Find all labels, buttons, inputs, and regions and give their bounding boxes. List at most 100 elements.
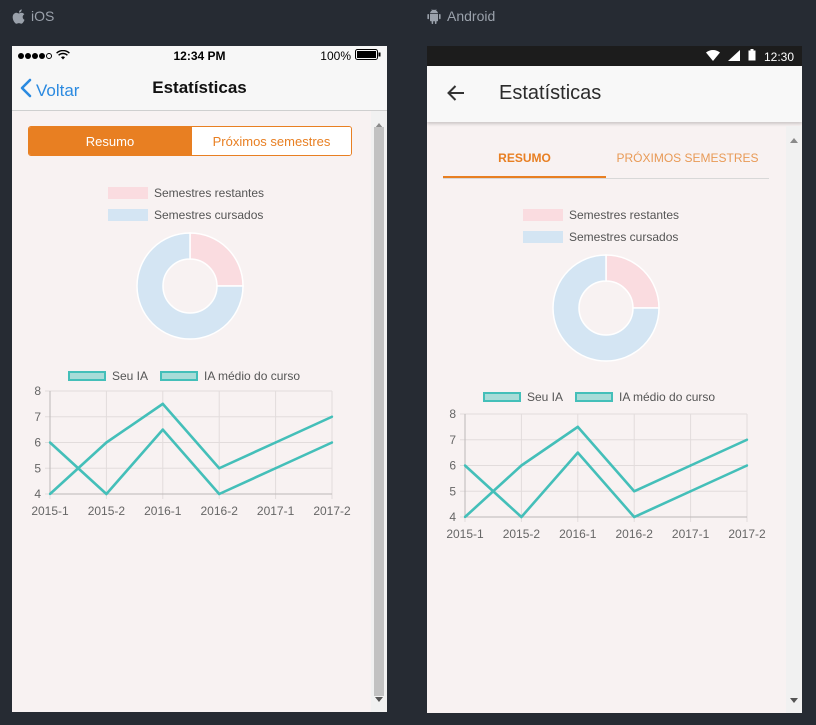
scroll-down-arrow-icon[interactable] (375, 690, 383, 708)
y-tick-label: 5 (34, 461, 41, 475)
x-tick-label: 2017-2 (728, 527, 766, 541)
x-tick-label: 2017-1 (672, 527, 710, 541)
ios-status-time: 12:34 PM (173, 49, 226, 63)
signal-indicator (18, 49, 70, 63)
series-line-1[interactable] (464, 451, 748, 519)
tab-resumo[interactable]: RESUMO (443, 144, 606, 178)
wifi-icon (705, 49, 720, 64)
legend-item-completed[interactable]: Semestres cursados (108, 208, 263, 222)
legend-item-seu-ia[interactable]: Seu IA (68, 369, 148, 383)
scroll-up-arrow-icon[interactable] (375, 115, 383, 133)
segment-resumo[interactable]: Resumo (29, 127, 191, 155)
cell-signal-icon (727, 49, 740, 64)
data-point[interactable] (161, 428, 164, 431)
data-point[interactable] (330, 441, 334, 444)
data-point[interactable] (463, 515, 467, 519)
series-line-0[interactable] (49, 402, 333, 495)
battery-icon (355, 49, 381, 63)
doughnut-chart (136, 232, 244, 340)
segment-proximos-semestres[interactable]: Próximos semestres (191, 127, 351, 155)
legend-label: Semestres restantes (154, 186, 265, 200)
data-point[interactable] (105, 492, 108, 496)
doughnut-slice-1[interactable] (136, 232, 244, 340)
tab-proximos-semestres[interactable]: PRÓXIMOS SEMESTRES (616, 151, 759, 165)
back-button-label: Voltar (36, 80, 80, 100)
android-status-bar: 12:30 (427, 46, 802, 66)
x-tick-label: 2015-2 (503, 527, 541, 541)
legend-swatch (160, 371, 198, 381)
legend-item-ia-medio[interactable]: IA médio do curso (160, 369, 300, 383)
data-point[interactable] (576, 451, 579, 454)
x-tick-label: 2017-1 (257, 504, 295, 518)
y-tick-label: 7 (34, 410, 41, 424)
legend-swatch (523, 231, 563, 243)
legend-swatch (68, 371, 106, 381)
arrow-left-icon[interactable] (447, 84, 465, 107)
data-point[interactable] (520, 464, 523, 467)
legend-swatch (483, 392, 521, 402)
scroll-up-arrow-icon[interactable] (790, 130, 798, 148)
data-point[interactable] (689, 464, 692, 467)
legend-item-completed[interactable]: Semestres cursados (523, 230, 678, 244)
doughnut-slice-1[interactable] (552, 254, 660, 362)
android-phone-screen: 12:30 Estatísticas RESUMO PRÓXIMOS SEMES… (427, 46, 802, 713)
back-button[interactable]: Voltar (20, 78, 79, 103)
android-status-time: 12:30 (763, 49, 794, 64)
legend-item-ia-medio[interactable]: IA médio do curso (575, 390, 715, 404)
data-point[interactable] (633, 490, 636, 493)
data-point[interactable] (689, 490, 692, 493)
data-point[interactable] (48, 492, 52, 496)
scrollbar[interactable] (786, 126, 802, 713)
doughnut-slice-0[interactable] (605, 254, 660, 309)
doughnut-slice-0[interactable] (189, 232, 244, 287)
x-tick-label: 2016-1 (559, 527, 597, 541)
legend-item-seu-ia[interactable]: Seu IA (483, 390, 563, 404)
legend-swatch (523, 209, 563, 221)
legend-item-remaining[interactable]: Semestres restantes (108, 186, 264, 200)
data-point[interactable] (633, 515, 636, 519)
x-tick-label: 2016-2 (616, 527, 654, 541)
x-tick-label: 2016-1 (144, 504, 182, 518)
apple-icon (12, 8, 25, 24)
data-point[interactable] (274, 467, 277, 470)
ios-navigation-bar: Voltar Estatísticas (12, 66, 387, 111)
android-label-text: Android (447, 8, 496, 24)
data-point[interactable] (274, 441, 277, 444)
x-tick-label: 2017-2 (313, 504, 351, 518)
series-line-0[interactable] (464, 425, 748, 518)
data-point[interactable] (745, 464, 749, 467)
legend-label: IA médio do curso (204, 369, 301, 383)
data-point[interactable] (463, 464, 467, 467)
segmented-control: Resumo Próximos semestres (28, 126, 352, 156)
y-tick-label: 6 (34, 436, 41, 450)
android-platform-label: Android (427, 8, 495, 24)
y-tick-label: 8 (34, 384, 41, 398)
scrollbar-thumb[interactable] (374, 127, 384, 696)
legend-label: Semestres cursados (154, 208, 264, 222)
data-point[interactable] (48, 441, 52, 444)
chevron-left-icon (20, 78, 32, 103)
ios-status-bar: 12:34 PM 100% (12, 46, 387, 66)
line-chart: 4 5 6 7 8 2015-1 2015-2 2016-1 2016-2 2017-1 2017-… (446, 408, 766, 541)
data-point[interactable] (330, 415, 334, 418)
ios-content: Resumo Próximos semestres Semestres rest… (12, 111, 371, 712)
data-point[interactable] (520, 515, 523, 519)
page-title: Estatísticas (499, 82, 602, 104)
data-point[interactable] (218, 467, 221, 470)
wifi-icon (56, 49, 70, 63)
data-point[interactable] (218, 492, 221, 496)
x-tick-label: 2015-2 (88, 504, 126, 518)
data-point[interactable] (105, 441, 108, 444)
android-content: RESUMO PRÓXIMOS SEMESTRES Semestres rest… (427, 126, 786, 713)
scroll-down-arrow-icon[interactable] (790, 691, 798, 709)
y-tick-label: 8 (449, 408, 456, 421)
scrollbar[interactable] (371, 111, 387, 712)
legend-item-remaining[interactable]: Semestres restantes (523, 208, 679, 222)
data-point[interactable] (161, 402, 164, 406)
data-point[interactable] (576, 425, 579, 429)
legend-label: Seu IA (527, 390, 564, 404)
x-tick-label: 2016-2 (201, 504, 239, 518)
series-line-1[interactable] (49, 428, 333, 496)
data-point[interactable] (745, 438, 749, 441)
ios-platform-label: iOS (12, 8, 54, 24)
